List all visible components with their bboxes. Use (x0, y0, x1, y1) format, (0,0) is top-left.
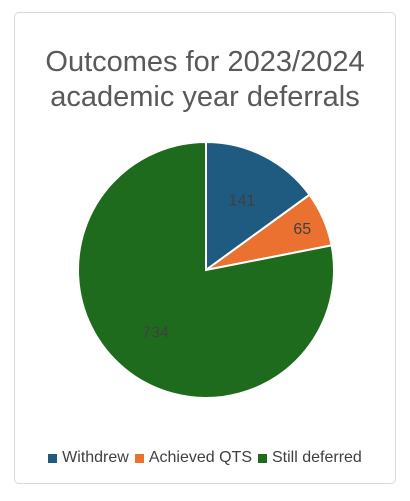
legend-item-achieved-qts: Achieved QTS (134, 449, 252, 467)
legend-label-still-deferred: Still deferred (272, 449, 362, 466)
data-label-withdrew: 141 (229, 192, 256, 209)
chart-title-line-1: Outcomes for 2023/2024 (45, 46, 365, 78)
chart-title-line-2: academic year deferrals (50, 81, 360, 113)
legend-swatch-withdrew (48, 453, 58, 463)
data-label-still-deferred: 734 (142, 324, 169, 341)
legend-label-withdrew: Withdrew (62, 449, 129, 466)
legend-swatch-achieved-qts (134, 453, 144, 463)
chart-title: Outcomes for 2023/2024 academic year def… (0, 45, 410, 115)
legend-item-still-deferred: Still deferred (258, 449, 362, 467)
legend-item-withdrew: Withdrew (48, 449, 129, 467)
pie-slice-still-deferred (77, 140, 335, 399)
pie-slice-withdrew (205, 140, 311, 272)
data-label-achieved-qts: 65 (293, 221, 311, 238)
legend-label-achieved-qts: Achieved QTS (148, 449, 252, 466)
legend: Withdrew Achieved QTS Still deferred (0, 449, 410, 467)
legend-swatch-still-deferred (258, 453, 267, 463)
